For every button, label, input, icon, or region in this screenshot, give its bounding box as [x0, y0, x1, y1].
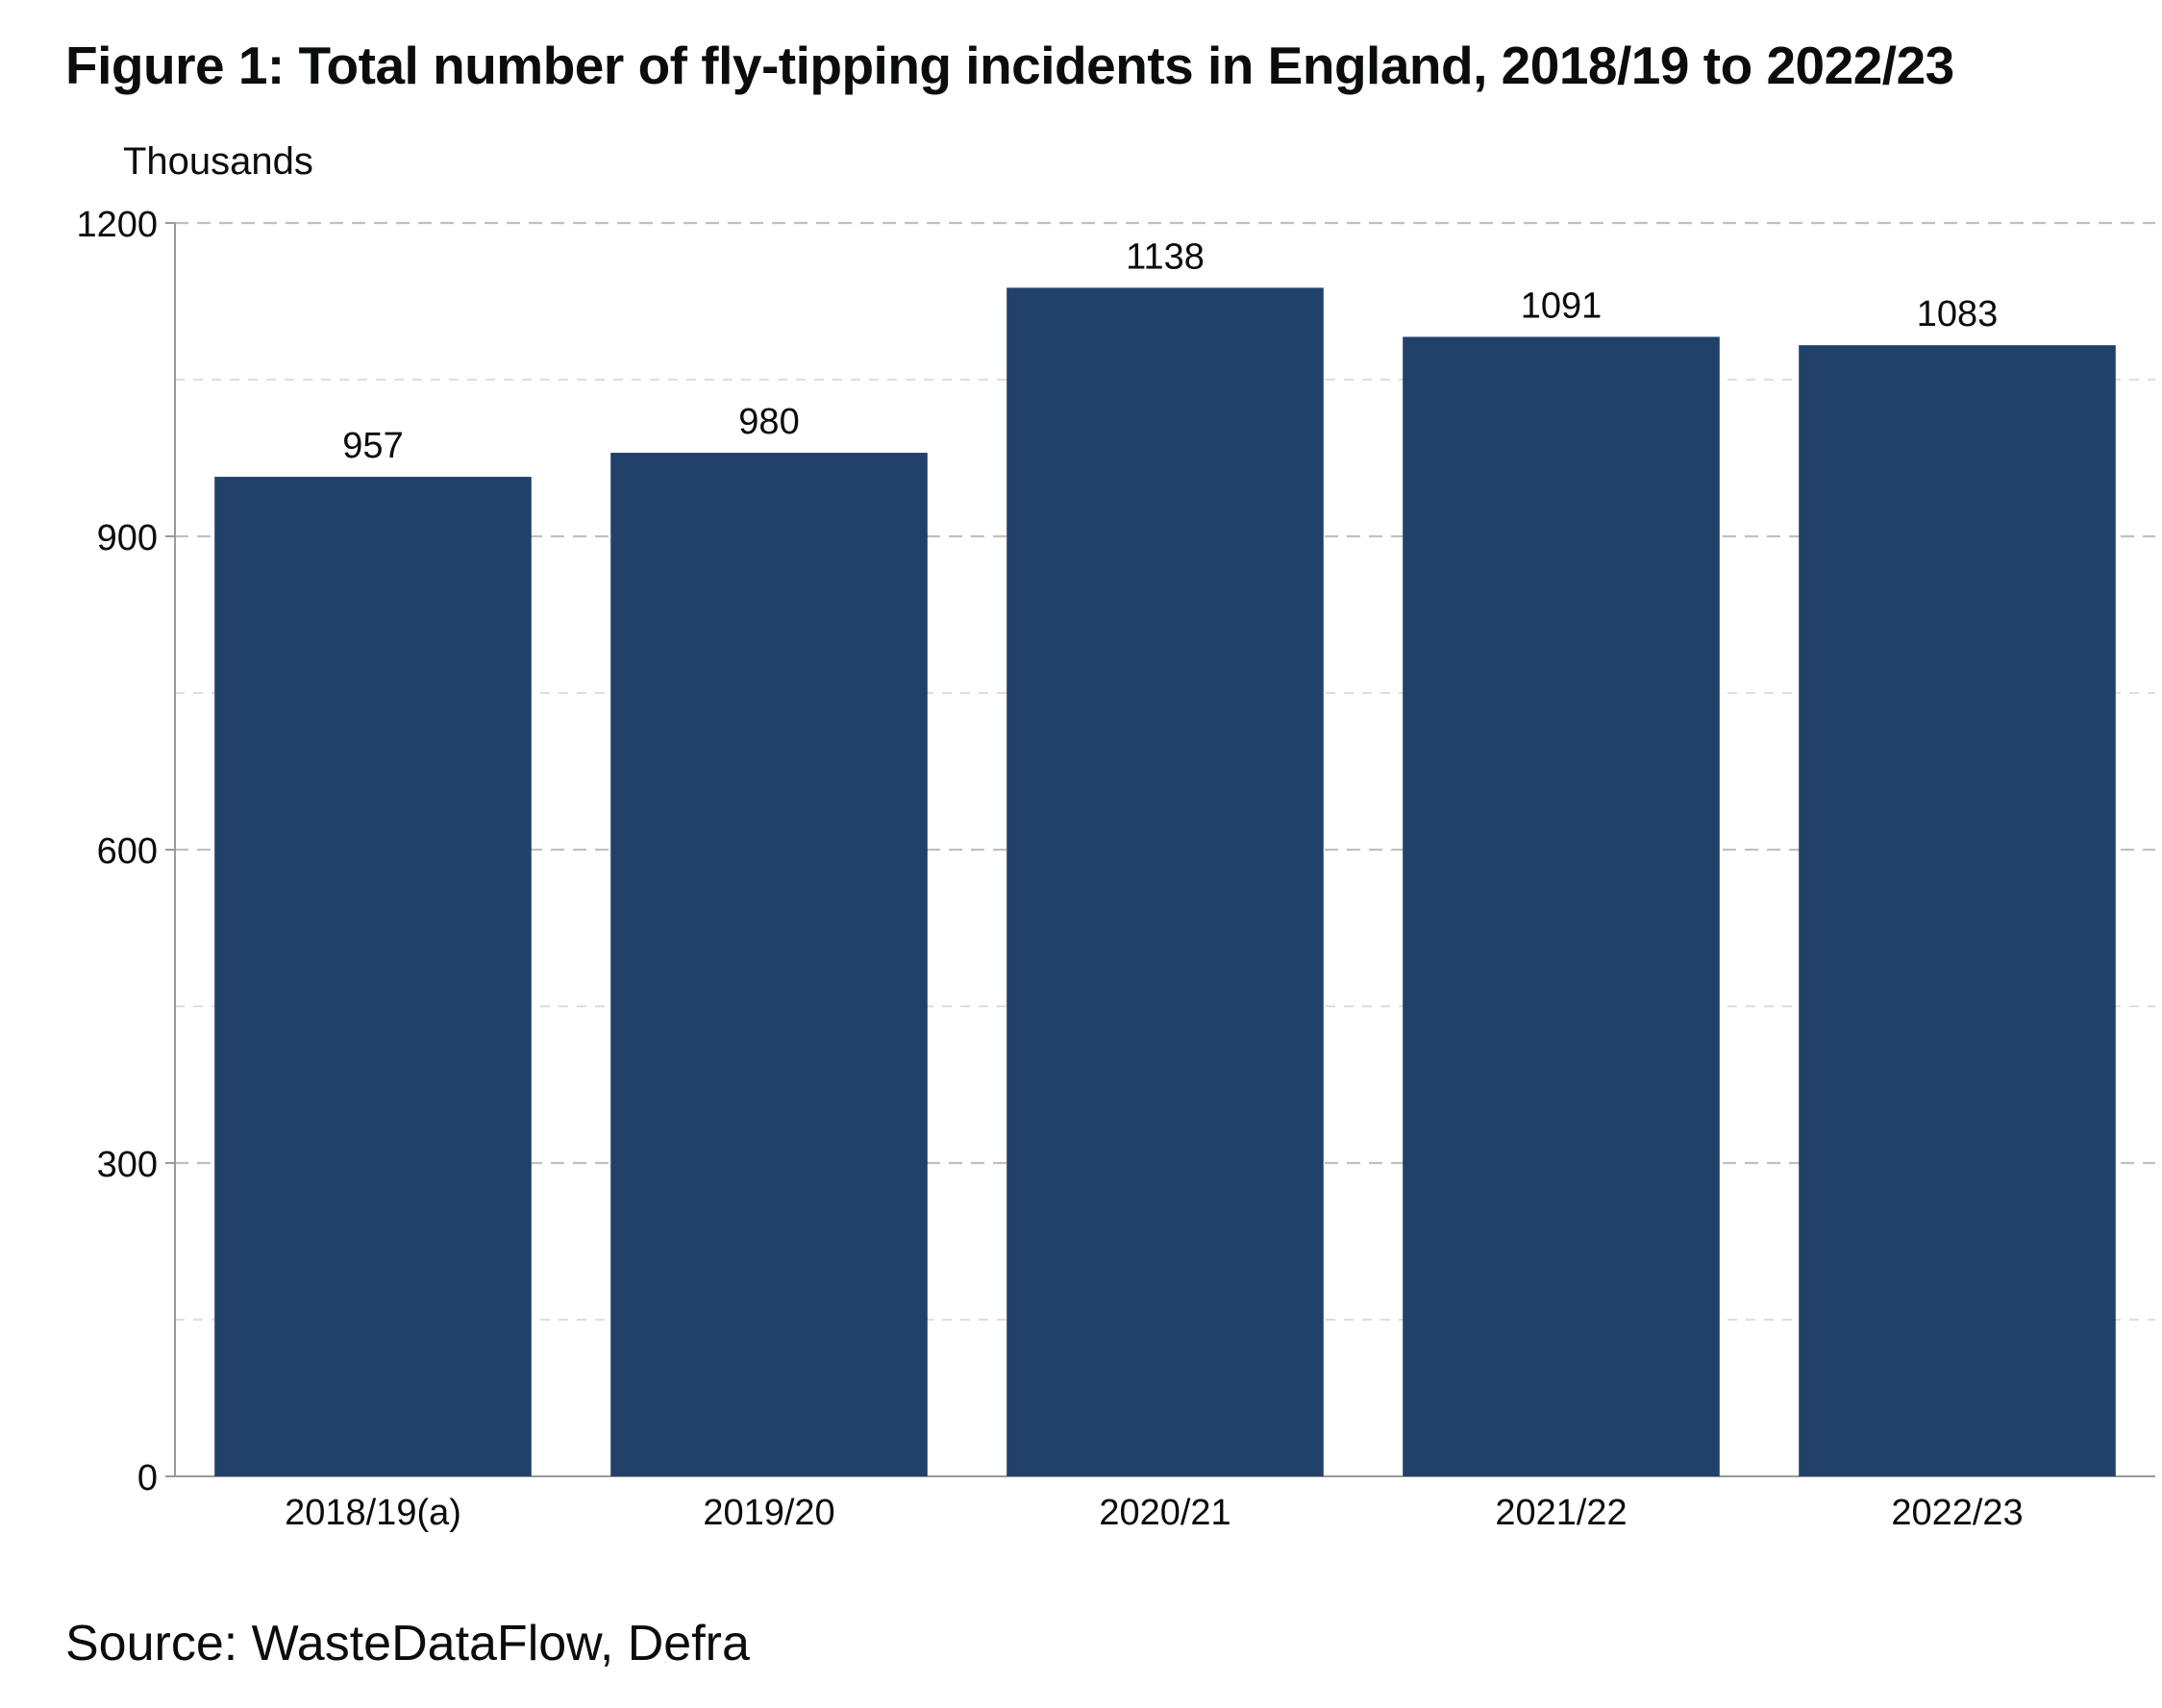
bar [1006, 287, 1324, 1477]
bars [214, 287, 2116, 1477]
source-note: Source: WasteDataFlow, Defra [65, 1616, 750, 1671]
x-category-label: 2018/19(a) [285, 1493, 461, 1533]
bar [214, 477, 532, 1476]
y-tick-label: 600 [97, 831, 158, 872]
y-tick-labels: 0 300 600 900 1200 [76, 205, 175, 1498]
y-tick-label: 1200 [76, 205, 158, 245]
x-category-label: 2019/20 [703, 1493, 834, 1533]
bar-value-label: 1091 [1521, 285, 1603, 326]
bar-value-label: 957 [342, 426, 403, 466]
bar [610, 453, 928, 1477]
y-tick-label: 0 [137, 1458, 158, 1498]
bar-value-label: 1083 [1917, 294, 1999, 334]
bar-value-labels: 957 980 1138 1091 1083 [342, 236, 1998, 466]
bar-value-label: 980 [738, 402, 799, 442]
x-category-label: 2022/23 [1891, 1493, 2023, 1533]
x-category-label: 2021/22 [1495, 1493, 1627, 1533]
chart-title: Figure 1: Total number of fly-tipping in… [65, 36, 1954, 95]
y-tick-label: 300 [97, 1145, 158, 1185]
bar [1799, 345, 2116, 1476]
bar [1403, 336, 1720, 1476]
category-labels: 2018/19(a) 2019/20 2020/21 2021/22 2022/23 [285, 1493, 2024, 1533]
x-category-label: 2020/21 [1099, 1493, 1230, 1533]
y-tick-label: 900 [97, 518, 158, 558]
y-axis-unit-label: Thousands [123, 140, 313, 183]
bar-value-label: 1138 [1126, 236, 1205, 277]
